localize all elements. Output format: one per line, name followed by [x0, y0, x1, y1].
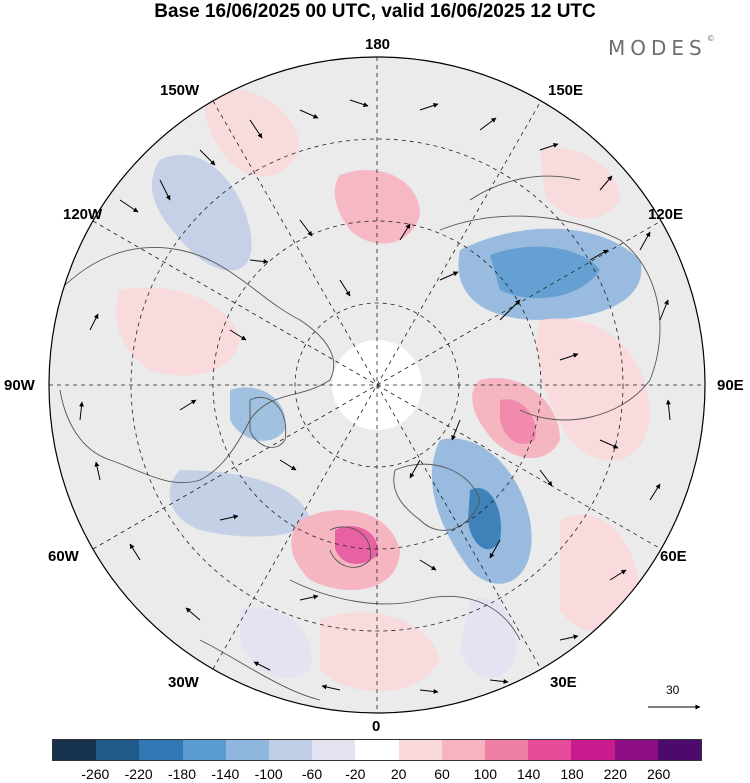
colorbar-tick-label: -100: [254, 766, 283, 782]
colorbar-tick-label: 220: [603, 766, 628, 782]
colorbar-segment: [269, 740, 313, 760]
colorbar-segment: [355, 740, 399, 760]
colorbar-segment: [225, 740, 270, 760]
colorbar: [52, 739, 702, 761]
lon-label-120w: 120W: [63, 206, 103, 223]
anomaly-fields: [116, 88, 650, 692]
colorbar-segment: [182, 740, 226, 760]
colorbar-segment: [53, 740, 97, 760]
colorbar-tick-label: -60: [301, 766, 323, 782]
lon-label-120e: 120E: [648, 206, 684, 223]
colorbar-segment: [441, 740, 486, 760]
lon-label-0: 0: [372, 718, 381, 735]
colorbar-tick-label: 60: [434, 766, 450, 782]
lon-label-60e: 60E: [660, 548, 687, 565]
colorbar-tick-label: -20: [345, 766, 366, 782]
colorbar-tick-label: -180: [167, 766, 197, 782]
coastlines: [59, 175, 661, 701]
colorbar-segment: [398, 740, 442, 760]
lon-label-90e: 90E: [717, 377, 744, 394]
graticule: [49, 57, 705, 713]
colorbar-tick-label: -140: [211, 766, 240, 782]
lon-label-90w: 90W: [4, 377, 35, 394]
brand-logo: MODES©: [608, 34, 715, 60]
colorbar-tick-label: 140: [516, 766, 541, 782]
lon-label-150w: 150W: [160, 82, 200, 99]
lon-label-60w: 60W: [48, 548, 79, 565]
colorbar-segment: [312, 740, 356, 760]
wind-vectors: [79, 99, 671, 694]
lon-label-30e: 30E: [550, 674, 577, 691]
reference-vector-label: 30: [666, 683, 680, 697]
colorbar-tick-label: -260: [81, 766, 110, 782]
lon-label-180: 180: [365, 36, 391, 53]
colorbar-tick-label: 180: [560, 766, 584, 782]
lon-label-30w: 30W: [168, 674, 199, 691]
colorbar-tick-label: 260: [646, 766, 671, 782]
colorbar-segment: [614, 740, 658, 760]
colorbar-segment: [96, 740, 140, 760]
map-disc: [49, 57, 705, 713]
colorbar-tick-label: -220: [124, 766, 153, 782]
colorbar-segment: [657, 740, 702, 760]
colorbar-tick-label: 20: [390, 766, 407, 782]
colorbar-segment: [485, 740, 529, 760]
map-boundary: [48, 56, 706, 714]
colorbar-segment: [571, 740, 615, 760]
colorbar-segment: [528, 740, 572, 760]
lon-label-150e: 150E: [548, 82, 584, 99]
colorbar-tick-label: 100: [473, 766, 498, 782]
colorbar-segment: [139, 740, 183, 760]
map-title: Base 16/06/2025 00 UTC, valid 16/06/2025…: [154, 1, 596, 22]
